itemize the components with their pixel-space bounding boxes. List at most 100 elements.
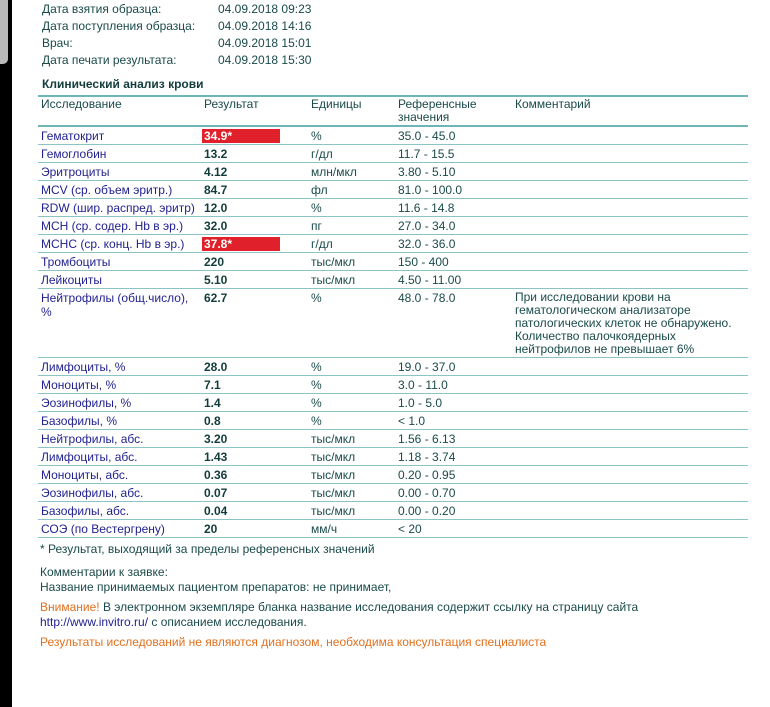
reference-range: 81.0 - 100.0 [395, 180, 512, 199]
units: % [308, 375, 395, 394]
comment [512, 357, 748, 376]
test-name-link[interactable]: Гематокрит [38, 126, 201, 145]
comment [512, 198, 748, 217]
comments-label: Комментарии к заявке: [40, 565, 168, 579]
table-header: Исследование Результат Единицы Референсн… [38, 95, 748, 127]
result-value: 34.9* [201, 126, 308, 145]
test-name-link[interactable]: MCV (ср. объем эритр.) [38, 180, 201, 199]
test-name-link[interactable]: Лимфоциты, % [38, 357, 201, 376]
reference-range: 27.0 - 34.0 [395, 216, 512, 235]
table-row: Базофилы, абс. 0.04 тыс/мкл 0.00 - 0.20 [38, 501, 748, 520]
header-units: Единицы [308, 95, 395, 127]
result-text: 5.10 [204, 273, 228, 287]
header-comment: Комментарий [512, 95, 748, 127]
result-value: 220 [201, 252, 308, 271]
units: млн/мкл [308, 162, 395, 181]
result-value: 62.7 [201, 288, 308, 358]
test-name-link[interactable]: Эритроциты [38, 162, 201, 181]
table-row: Эозинофилы, % 1.4 % 1.0 - 5.0 [38, 393, 748, 412]
units: тыс/мкл [308, 465, 395, 484]
test-name-link[interactable]: Лейкоциты [38, 270, 201, 289]
test-name-link[interactable]: Нейтрофилы, абс. [38, 429, 201, 448]
meta-label: Дата взятия образца: [42, 2, 162, 16]
result-text: 0.07 [204, 486, 228, 500]
table-row: MCV (ср. объем эритр.) 84.7 фл 81.0 - 10… [38, 180, 748, 199]
test-name-link[interactable]: Нейтрофилы (общ.число), % [38, 288, 201, 358]
result-text: 13.2 [204, 147, 228, 161]
result-value: 1.4 [201, 393, 308, 412]
units: тыс/мкл [308, 483, 395, 502]
result-text: 1.4 [204, 396, 221, 410]
test-name-link[interactable]: Лимфоциты, абс. [38, 447, 201, 466]
meta-row: Дата печати результата: 04.09.2018 15:30 [42, 52, 750, 69]
reference-range: 0.20 - 0.95 [395, 465, 512, 484]
sample-metadata: Дата взятия образца: 04.09.2018 09:23 Дата… [42, 1, 750, 69]
result-text: 0.04 [204, 504, 228, 518]
result-value: 12.0 [201, 198, 308, 217]
invitro-link[interactable]: http://www.invitro.ru/ [40, 615, 149, 629]
meta-value: 04.09.2018 15:30 [218, 53, 312, 67]
attention-text: В электронном экземпляре бланка название… [99, 600, 639, 614]
result-value: 7.1 [201, 375, 308, 394]
table-row: Гематокрит 34.9* % 35.0 - 45.0 [38, 126, 748, 145]
comment [512, 411, 748, 430]
test-name-link[interactable]: RDW (шир. распред. эритр) [38, 198, 201, 217]
meta-label: Дата печати результата: [42, 53, 177, 67]
table-row: СОЭ (по Вестергрену) 20 мм/ч < 20 [38, 519, 748, 538]
test-name-link[interactable]: Эозинофилы, % [38, 393, 201, 412]
test-name-link[interactable]: Гемоглобин [38, 144, 201, 163]
table-row: Эозинофилы, абс. 0.07 тыс/мкл 0.00 - 0.7… [38, 483, 748, 502]
table-row: Лимфоциты, % 28.0 % 19.0 - 37.0 [38, 357, 748, 376]
scroll-handle[interactable] [0, 0, 8, 64]
comment [512, 429, 748, 448]
units: г/дл [308, 234, 395, 253]
table-row: RDW (шир. распред. эритр) 12.0 % 11.6 - … [38, 198, 748, 217]
units: % [308, 198, 395, 217]
table-row: Лимфоциты, абс. 1.43 тыс/мкл 1.18 - 3.74 [38, 447, 748, 466]
units: тыс/мкл [308, 447, 395, 466]
report: Дата взятия образца: 04.09.2018 09:23 Дата… [38, 0, 750, 662]
test-name-link[interactable]: Тромбоциты [38, 252, 201, 271]
result-value: 28.0 [201, 357, 308, 376]
test-name-link[interactable]: СОЭ (по Вестергрену) [38, 519, 201, 538]
meta-row: Врач: 04.09.2018 15:01 [42, 35, 750, 52]
results-table: Исследование Результат Единицы Референсн… [38, 95, 748, 538]
test-name-link[interactable]: Эозинофилы, абс. [38, 483, 201, 502]
reference-range: 0.00 - 0.20 [395, 501, 512, 520]
result-value: 84.7 [201, 180, 308, 199]
result-text: 20 [204, 522, 218, 536]
attention-note: Внимание! В электронном экземпляре бланк… [40, 600, 750, 630]
link-suffix: с описанием исследования. [148, 615, 307, 629]
comment [512, 270, 748, 289]
comment [512, 162, 748, 181]
result-text: 84.7 [204, 183, 228, 197]
meta-row: Дата поступления образца: 04.09.2018 14:1… [42, 18, 750, 35]
result-value: 4.12 [201, 162, 308, 181]
result-value: 0.07 [201, 483, 308, 502]
test-name-link[interactable]: MCHC (ср. конц. Hb в эр.) [38, 234, 201, 253]
result-value: 0.8 [201, 411, 308, 430]
reference-range: < 1.0 [395, 411, 512, 430]
test-name-link[interactable]: Моноциты, % [38, 375, 201, 394]
table-row: Нейтрофилы (общ.число), % 62.7 % 48.0 - … [38, 288, 748, 358]
units: тыс/мкл [308, 501, 395, 520]
test-name-link[interactable]: MCH (ср. содер. Hb в эр.) [38, 216, 201, 235]
result-text: 3.20 [204, 432, 228, 446]
meta-value: 04.09.2018 14:16 [218, 19, 312, 33]
table-row: Моноциты, % 7.1 % 3.0 - 11.0 [38, 375, 748, 394]
reference-range: 32.0 - 36.0 [395, 234, 512, 253]
result-value: 0.04 [201, 501, 308, 520]
test-name-link[interactable]: Базофилы, % [38, 411, 201, 430]
test-name-link[interactable]: Базофилы, абс. [38, 501, 201, 520]
reference-range: 3.80 - 5.10 [395, 162, 512, 181]
units: г/дл [308, 144, 395, 163]
result-text: 28.0 [204, 360, 228, 374]
result-value: 1.43 [201, 447, 308, 466]
meta-value: 04.09.2018 09:23 [218, 2, 312, 16]
test-name-link[interactable]: Моноциты, абс. [38, 465, 201, 484]
reference-range: 150 - 400 [395, 252, 512, 271]
comment [512, 501, 748, 520]
reference-range: 48.0 - 78.0 [395, 288, 512, 358]
attention-label: Внимание! [40, 600, 100, 614]
table-row: Нейтрофилы, абс. 3.20 тыс/мкл 1.56 - 6.1… [38, 429, 748, 448]
